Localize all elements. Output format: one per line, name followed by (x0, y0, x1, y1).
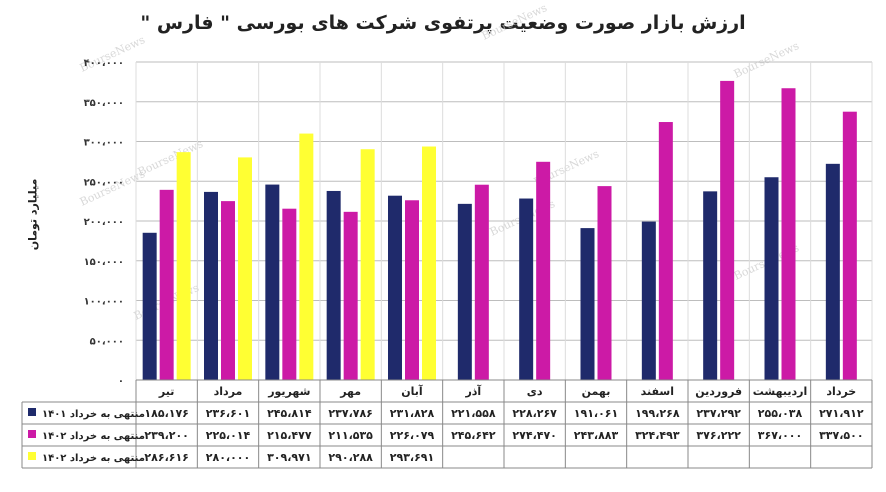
data-label: ۲۳۱،۸۲۸ (390, 407, 435, 420)
x-tick-label: شهریور (267, 385, 310, 398)
bar-s1401 (142, 232, 157, 380)
data-label: ۲۵۵،۰۳۸ (758, 407, 803, 420)
bar-s1402b (238, 157, 252, 380)
bar-s1402 (658, 122, 673, 380)
data-label: ۲۲۵،۰۱۴ (206, 429, 251, 442)
bar-s1401 (580, 228, 595, 380)
data-label: ۲۲۶،۰۷۹ (390, 429, 435, 442)
bar-s1402 (343, 211, 358, 380)
bar-s1402 (842, 111, 857, 380)
watermark-text: BourseNews (732, 39, 802, 81)
data-label: ۳۲۴،۴۹۳ (635, 429, 680, 442)
data-label: ۲۲۸،۲۶۷ (512, 407, 557, 420)
data-label: ۳۳۷،۵۰۰ (819, 429, 863, 442)
y-tick-label: ۲۰۰،۰۰۰ (84, 217, 124, 228)
bar-s1402 (474, 184, 489, 380)
x-tick-label: آذر (464, 384, 481, 398)
bar-s1401 (825, 163, 840, 380)
data-label: ۲۲۱،۵۵۸ (451, 407, 496, 420)
data-label: ۱۸۵،۱۷۶ (144, 407, 188, 420)
chart-title: ارزش بازار صورت وضعیت پرتفوی شرکت های بو… (140, 12, 746, 34)
bar-s1402b (422, 146, 436, 380)
x-tick-label: فروردین (695, 385, 742, 398)
legend-label: منتهی به خرداد ۱۴۰۲ (42, 431, 145, 442)
bar-s1402 (221, 201, 235, 380)
y-tick-label: ۲۵۰،۰۰۰ (84, 177, 124, 188)
bar-s1401 (457, 203, 472, 380)
data-label: ۲۴۵،۶۴۲ (451, 429, 496, 442)
legend-swatch (28, 452, 36, 460)
y-tick-label: ۳۰۰،۰۰۰ (84, 138, 124, 149)
y-tick-label: ۱۵۰،۰۰۰ (84, 257, 124, 268)
bar-s1402 (781, 88, 796, 381)
data-label: ۲۱۱،۵۳۵ (328, 429, 373, 442)
data-label: ۲۳۷،۷۸۶ (328, 407, 372, 420)
y-tick-label: ۳۵۰،۰۰۰ (84, 98, 124, 109)
y-tick-label: ۰ (118, 376, 124, 387)
data-label: ۲۳۹،۲۰۰ (144, 429, 188, 442)
data-label: ۳۰۹،۹۷۱ (267, 451, 311, 464)
x-tick-label: خرداد (826, 385, 856, 398)
bar-s1402b (299, 133, 314, 380)
data-label: ۲۸۰،۰۰۰ (206, 451, 250, 464)
bar-s1402 (597, 186, 612, 380)
data-label: ۱۹۹،۲۶۸ (635, 407, 680, 420)
watermark-text: BourseNews (480, 1, 550, 43)
bar-s1401 (265, 184, 280, 380)
bar-s1402 (159, 189, 174, 380)
bar-s1402 (536, 161, 551, 380)
bar-s1401 (388, 195, 402, 380)
x-tick-label: آبان (401, 384, 423, 398)
legend-swatch (28, 430, 36, 438)
bar-s1402 (720, 80, 735, 381)
y-tick-label: ۴۰۰،۰۰۰ (84, 58, 124, 69)
data-label: ۲۳۶،۶۰۱ (206, 407, 250, 420)
bar-s1401 (519, 198, 534, 380)
data-label: ۲۷۴،۴۷۰ (512, 429, 556, 442)
y-tick-label: ۵۰،۰۰۰ (90, 336, 124, 347)
data-label: ۲۸۶،۶۱۶ (144, 451, 188, 464)
legend-label: منتهی به خرداد ۱۴۰۲ (42, 453, 145, 464)
data-label: ۲۷۱،۹۱۲ (819, 407, 864, 420)
data-label: ۲۹۳،۶۹۱ (390, 451, 434, 464)
data-label: ۳۶۷،۰۰۰ (758, 429, 802, 442)
y-tick-label: ۱۰۰،۰۰۰ (84, 297, 124, 308)
data-label: ۳۷۶،۲۲۲ (696, 429, 741, 442)
x-tick-label: مرداد (214, 385, 243, 398)
watermark-text: BourseNews (136, 137, 206, 179)
x-tick-label: دی (527, 385, 543, 398)
data-label: ۲۳۷،۲۹۲ (696, 407, 741, 420)
data-label: ۲۱۵،۴۷۷ (267, 429, 312, 442)
x-tick-label: اسفند (641, 385, 674, 398)
data-label: ۱۹۱،۰۶۱ (574, 407, 618, 420)
bar-s1402 (282, 208, 297, 380)
data-label: ۲۹۰،۲۸۸ (328, 451, 373, 464)
x-tick-label: اردیبهشت (753, 385, 807, 398)
legend-swatch (28, 408, 36, 416)
legend-label: منتهی به خرداد ۱۴۰۱ (42, 409, 145, 420)
bar-s1402b (176, 152, 191, 380)
bar-s1402b (360, 149, 375, 380)
x-tick-label: تیر (158, 385, 174, 398)
bar-s1401 (204, 191, 218, 380)
data-label: ۲۴۳،۸۸۳ (574, 429, 619, 442)
bar-s1401 (764, 177, 779, 380)
data-label: ۲۴۵،۸۱۴ (267, 407, 312, 420)
bar-s1402 (405, 200, 419, 380)
x-tick-label: مهر (339, 385, 361, 398)
bar-s1401 (703, 191, 718, 380)
bar-s1401 (641, 221, 656, 380)
x-tick-label: بهمن (582, 385, 611, 398)
bar-s1401 (326, 190, 341, 380)
